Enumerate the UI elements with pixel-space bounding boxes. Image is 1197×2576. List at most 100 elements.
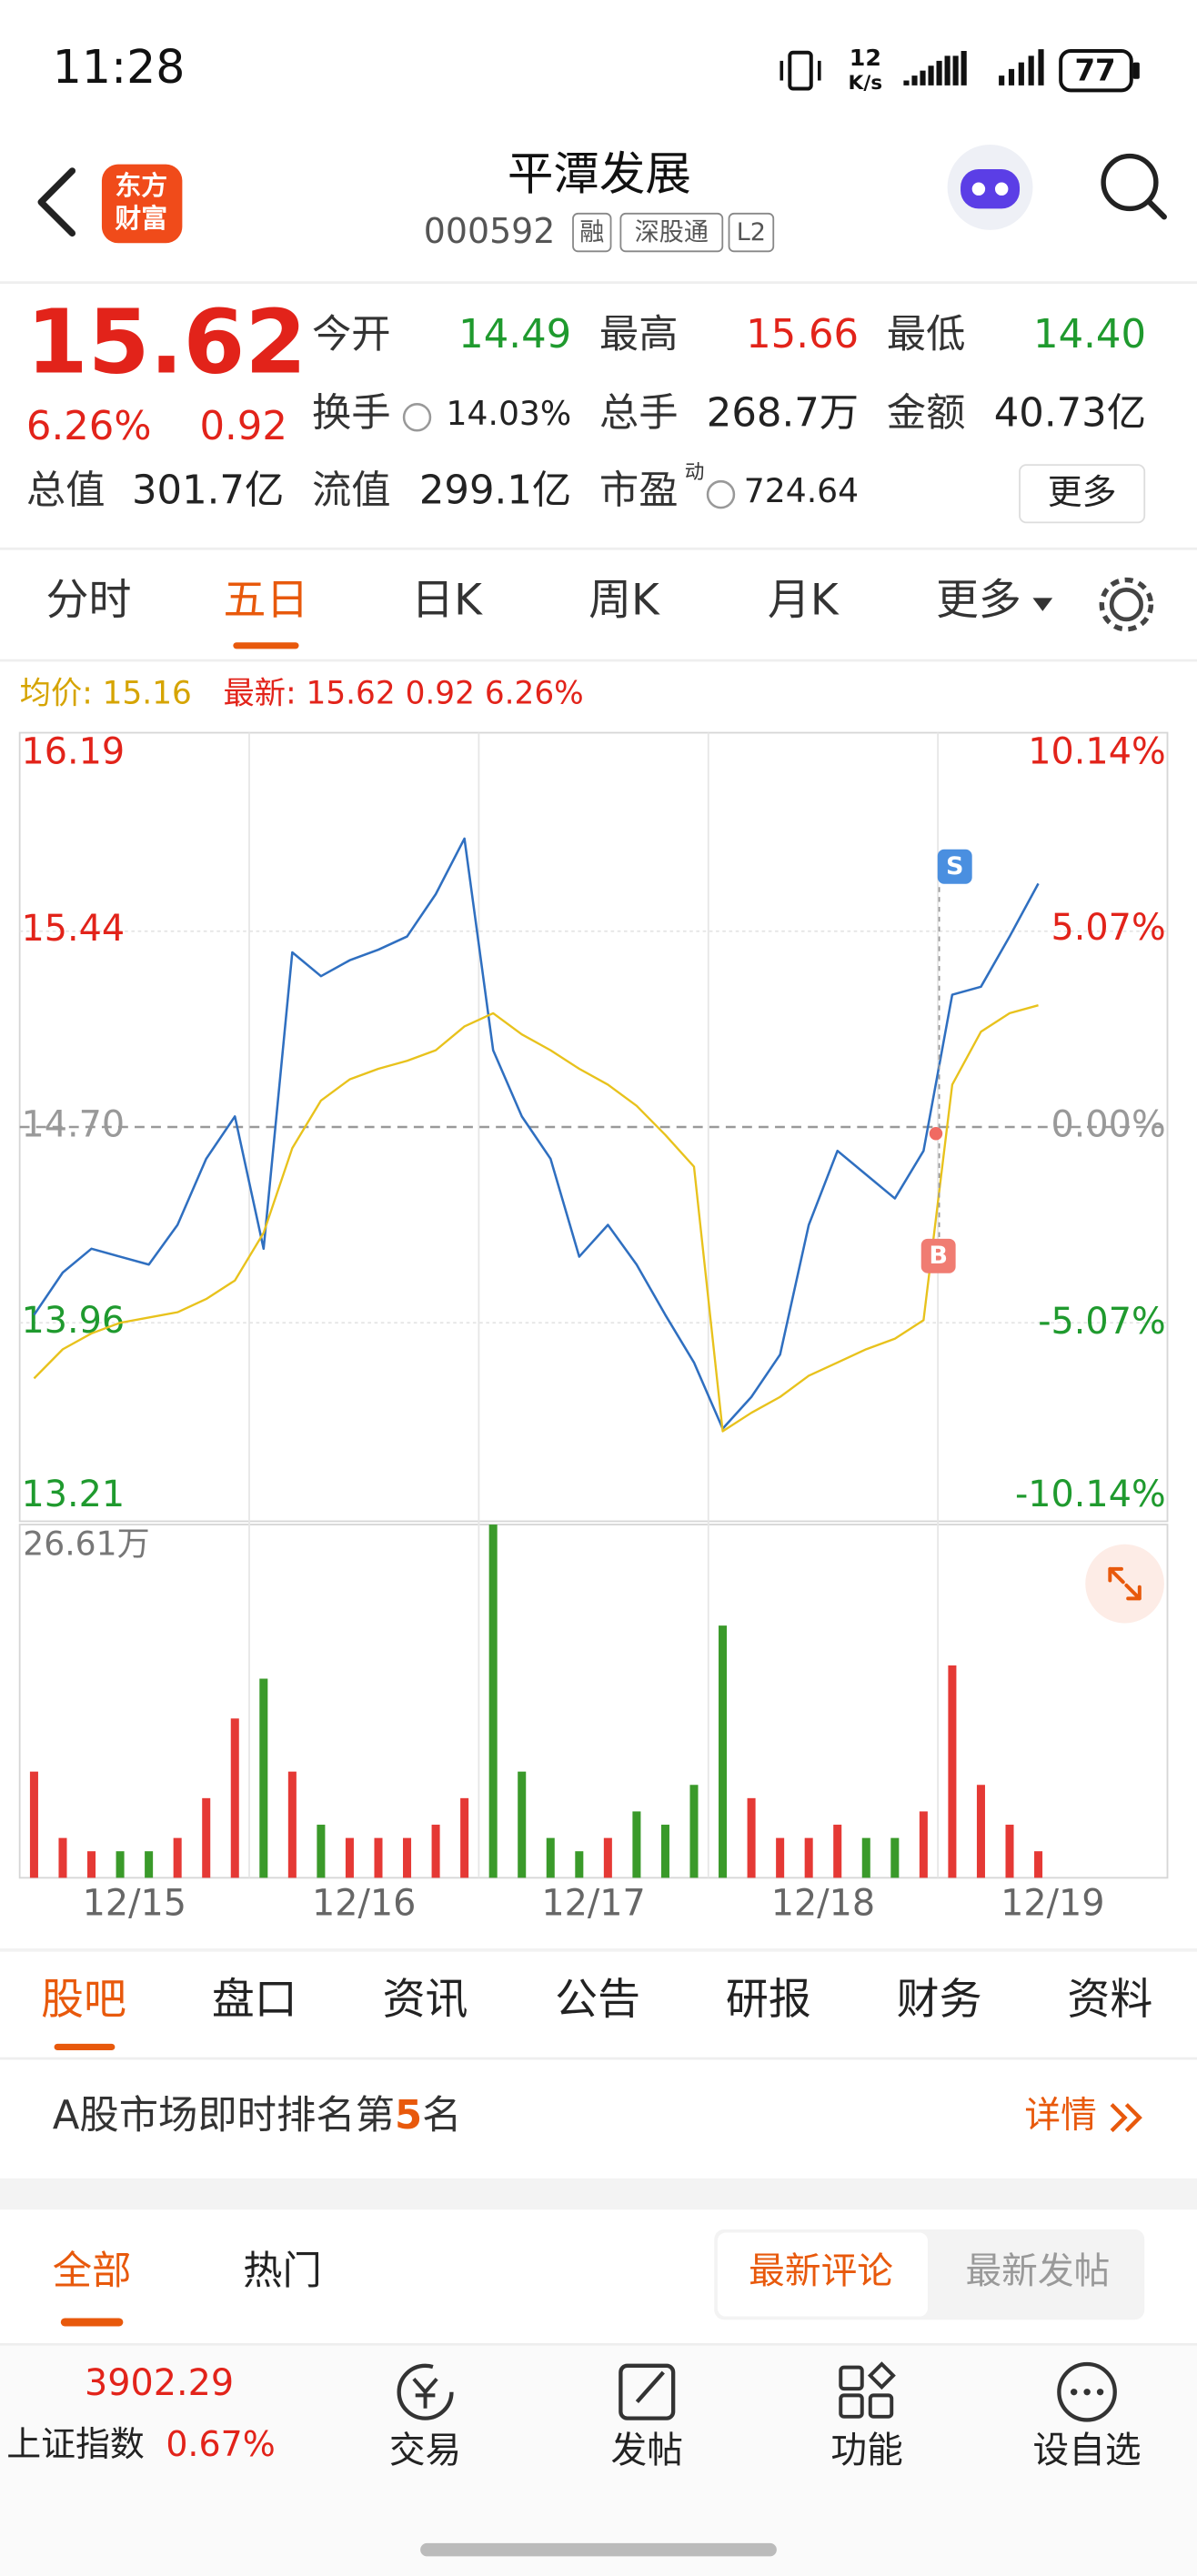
info-icon xyxy=(402,403,432,432)
sort-option[interactable]: 最新评论 xyxy=(749,2250,893,2292)
detail-link[interactable]: 详情 xyxy=(1024,2095,1096,2137)
y2-tick-label: -10.14% xyxy=(1015,1474,1166,1515)
volume-bar xyxy=(575,1851,584,1878)
section-tab[interactable]: 盘口 xyxy=(212,1975,297,2025)
stat-value: 40.73亿 xyxy=(994,390,1146,436)
volume-bar xyxy=(230,1718,239,1878)
stock-name: 平潭发展 xyxy=(508,147,691,201)
info-icon xyxy=(706,479,736,509)
more-button[interactable] xyxy=(1019,464,1146,524)
buy-marker-label: B xyxy=(929,1242,948,1270)
volume-tick-label: 26.61万 xyxy=(23,1524,149,1564)
section-tab[interactable]: 资讯 xyxy=(383,1975,468,2025)
x-tick-label: 12/19 xyxy=(1001,1883,1104,1925)
stat-label: 金额 xyxy=(887,390,966,436)
y2-tick-label: -5.07% xyxy=(1038,1301,1165,1343)
volume-bar xyxy=(976,1785,985,1878)
chart-tab[interactable]: 分时 xyxy=(46,575,132,625)
chart-tab[interactable]: 月K xyxy=(768,575,840,625)
stock-tag-label: 融 xyxy=(579,218,604,247)
y-tick-label: 13.21 xyxy=(21,1474,125,1515)
assistant-avatar xyxy=(971,182,986,196)
stat-label: 流值 xyxy=(312,468,391,513)
expand-button[interactable] xyxy=(1085,1544,1164,1624)
chart-tab[interactable]: 更多 xyxy=(936,575,1021,625)
chart-tab[interactable]: 周K xyxy=(588,575,660,625)
last-price: 15.62 xyxy=(26,290,307,394)
stat-value: 724.64 xyxy=(744,471,859,510)
volume-bar xyxy=(861,1837,870,1878)
function-icon xyxy=(868,2393,894,2419)
section-tab[interactable]: 资料 xyxy=(1067,1975,1152,2025)
y-tick-label: 15.44 xyxy=(21,908,125,950)
volume-bar xyxy=(1034,1851,1043,1878)
bottom-nav-label[interactable]: 发帖 xyxy=(611,2430,683,2471)
volume-bar xyxy=(890,1837,900,1878)
volume-bar xyxy=(345,1837,354,1878)
banner-text: A股市场即时排名第 xyxy=(53,2093,395,2138)
section-tab[interactable]: 研报 xyxy=(726,1975,811,2025)
volume-bar xyxy=(431,1825,440,1878)
volume-bar xyxy=(259,1678,268,1878)
ranking-banner[interactable]: A股市场即时排名第5名 xyxy=(53,2093,462,2138)
vibrate-icon xyxy=(788,50,813,91)
settings-button xyxy=(1099,577,1154,632)
trade-icon xyxy=(397,2363,454,2420)
function-icon xyxy=(839,2393,864,2419)
section-tab[interactable]: 股吧 xyxy=(41,1975,126,2025)
detail-arrow xyxy=(1110,2103,1142,2133)
expand-icon xyxy=(1108,1566,1142,1601)
function-icon xyxy=(839,2365,864,2391)
stock-tag xyxy=(619,212,724,253)
average-line xyxy=(33,1004,1039,1433)
stat-value: 299.1亿 xyxy=(419,468,571,513)
search-button[interactable] xyxy=(1101,153,1159,212)
home-indicator xyxy=(420,2542,777,2557)
stat-value: 15.66 xyxy=(746,312,859,357)
volume-bar xyxy=(776,1837,785,1878)
bottom-nav-label[interactable]: 设自选 xyxy=(1032,2430,1141,2471)
stat-value: 14.40 xyxy=(1033,312,1146,357)
more-tab-arrow xyxy=(1032,598,1053,611)
sort-option[interactable]: 最新发帖 xyxy=(965,2250,1110,2292)
volume-bar xyxy=(202,1797,211,1878)
price-line xyxy=(33,837,1040,1430)
chart-tab[interactable]: 日K xyxy=(411,575,483,625)
trade-point xyxy=(929,1127,943,1141)
chart-tab[interactable]: 五日 xyxy=(224,575,309,625)
y2-tick-label: 5.07% xyxy=(1051,907,1166,949)
trade-icon xyxy=(412,2377,438,2409)
stat-value: 14.49 xyxy=(458,312,571,357)
feed-tab[interactable]: 热门 xyxy=(243,2249,322,2294)
bottom-nav-label[interactable]: 功能 xyxy=(830,2430,902,2471)
volume-bar xyxy=(87,1851,96,1878)
assistant-avatar xyxy=(961,169,1021,209)
change-amount: 0.92 xyxy=(199,404,287,449)
volume-bar xyxy=(29,1771,38,1878)
section-tab[interactable]: 公告 xyxy=(555,1975,640,2025)
chart-tab-indicator xyxy=(233,642,299,649)
sell-marker[interactable] xyxy=(937,849,972,884)
more-button-label: 更多 xyxy=(1048,472,1117,512)
buy-marker[interactable] xyxy=(920,1238,956,1273)
stat-value: 301.7亿 xyxy=(132,468,284,513)
x-tick-label: 12/16 xyxy=(312,1883,416,1925)
banner-text: 名 xyxy=(422,2093,461,2138)
back-button[interactable] xyxy=(37,167,76,237)
bottom-nav-label[interactable]: 交易 xyxy=(389,2430,461,2471)
vibrate-icon xyxy=(780,60,821,81)
y-tick-label: 13.96 xyxy=(21,1300,125,1342)
index-name[interactable]: 上证指数 xyxy=(6,2424,145,2464)
x-tick-label: 12/15 xyxy=(83,1883,186,1925)
section-tab[interactable]: 财务 xyxy=(897,1975,982,2025)
index-value[interactable]: 3902.29 xyxy=(85,2362,234,2404)
volume-bar xyxy=(632,1811,641,1878)
stat-value: 268.7万 xyxy=(707,390,859,436)
volume-bar xyxy=(747,1797,756,1878)
feed-tab[interactable]: 全部 xyxy=(53,2249,132,2294)
post-icon xyxy=(635,2370,665,2403)
settings-button[interactable] xyxy=(1109,588,1143,622)
stat-label: 市盈 xyxy=(599,468,679,513)
volume-bar xyxy=(603,1837,612,1878)
logo-text: 财富 xyxy=(115,203,167,234)
